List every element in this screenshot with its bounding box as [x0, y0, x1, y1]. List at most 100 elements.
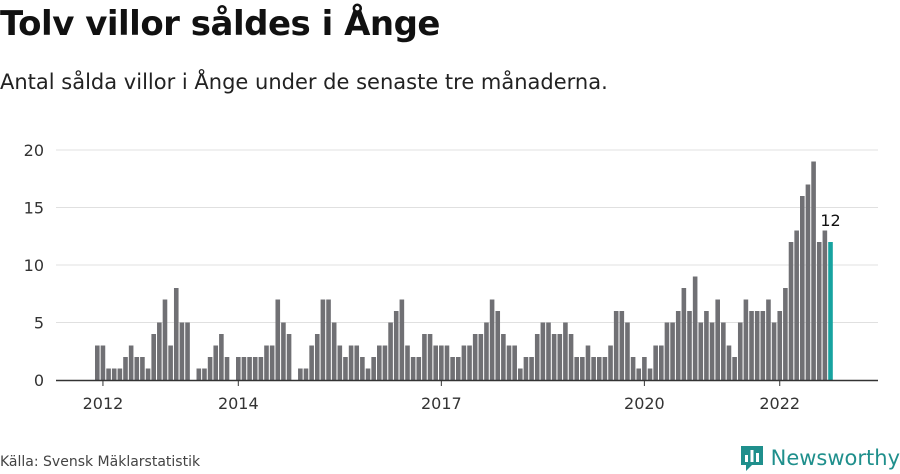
bar	[704, 311, 709, 380]
bar	[692, 276, 698, 380]
bar	[591, 357, 596, 380]
bar	[563, 322, 568, 380]
bar	[754, 311, 760, 380]
bar	[523, 357, 529, 380]
bar	[664, 322, 670, 380]
bar	[574, 357, 579, 380]
x-tick-label: 2014	[218, 394, 259, 413]
y-tick-label: 10	[24, 256, 44, 275]
bar	[258, 357, 264, 380]
bar	[478, 334, 484, 380]
bar	[551, 334, 557, 380]
bar	[95, 345, 100, 380]
y-tick-label: 15	[24, 199, 44, 218]
bar	[371, 357, 376, 380]
bar	[264, 345, 269, 380]
bar	[501, 334, 506, 380]
bar	[630, 357, 636, 380]
bar	[427, 334, 433, 380]
bar	[241, 357, 247, 380]
bar	[247, 357, 252, 380]
bar	[100, 345, 106, 380]
latest-value-label: 12	[820, 211, 840, 230]
bar	[472, 334, 478, 380]
bar	[331, 322, 337, 380]
bar	[636, 368, 642, 380]
bar	[800, 196, 805, 380]
bar	[326, 299, 331, 380]
bar	[162, 299, 168, 380]
bar	[698, 322, 704, 380]
bar	[557, 334, 563, 380]
bar	[540, 322, 546, 380]
bar	[416, 357, 422, 380]
bar	[298, 368, 303, 380]
bar	[140, 357, 145, 380]
bar	[360, 357, 365, 380]
bar	[179, 322, 185, 380]
bar	[726, 345, 732, 380]
bar	[489, 299, 495, 380]
bar	[777, 311, 783, 380]
bar	[596, 357, 602, 380]
bar	[252, 357, 258, 380]
bar	[670, 322, 675, 380]
bar	[495, 311, 501, 380]
bar	[275, 299, 281, 380]
bar	[659, 345, 664, 380]
bar	[816, 242, 822, 380]
bar	[117, 368, 123, 380]
bar	[608, 345, 613, 380]
bar	[123, 357, 128, 380]
bar	[619, 311, 625, 380]
bar	[681, 288, 687, 380]
x-tick-label: 2012	[83, 394, 124, 413]
bar	[811, 161, 816, 380]
bar	[151, 334, 156, 380]
bar	[281, 322, 286, 380]
bar	[805, 184, 811, 380]
bar	[613, 311, 619, 380]
bar	[461, 345, 467, 380]
bar	[518, 368, 523, 380]
x-tick-label: 2017	[421, 394, 462, 413]
bar	[422, 334, 427, 380]
bar	[822, 230, 828, 380]
bar	[157, 322, 162, 380]
bar	[219, 334, 224, 380]
bar	[450, 357, 455, 380]
bar-highlighted	[828, 242, 833, 380]
bar	[309, 345, 314, 380]
bar	[749, 311, 754, 380]
bar	[365, 368, 371, 380]
bar	[732, 357, 737, 380]
y-tick-label: 5	[34, 314, 44, 333]
bar	[647, 368, 653, 380]
bar	[173, 288, 179, 380]
source-note: Källa: Svensk Mäklarstatistik	[0, 454, 201, 470]
bar-chart: 0 5 10 15 20 2012 2014 2017 2020 2022 12	[24, 141, 878, 413]
brand-name: Newsworthy	[770, 446, 900, 470]
bar	[709, 322, 715, 380]
bar	[207, 357, 213, 380]
bar	[585, 345, 591, 380]
y-tick-label: 20	[24, 141, 44, 160]
bar	[399, 299, 405, 380]
bar	[236, 357, 241, 380]
bar	[168, 345, 173, 380]
bar	[202, 368, 207, 380]
bar	[444, 345, 450, 380]
bar	[106, 368, 111, 380]
bar	[337, 345, 343, 380]
bar	[224, 357, 230, 380]
bar	[405, 345, 410, 380]
bar	[467, 345, 472, 380]
bar	[794, 230, 799, 380]
bar	[213, 345, 219, 380]
brand-logo[interactable]: Newsworthy	[739, 444, 900, 472]
x-tick-label: 2022	[759, 394, 800, 413]
x-tick-label: 2020	[624, 394, 665, 413]
bar	[760, 311, 766, 380]
bar	[580, 357, 585, 380]
bar	[737, 322, 743, 380]
